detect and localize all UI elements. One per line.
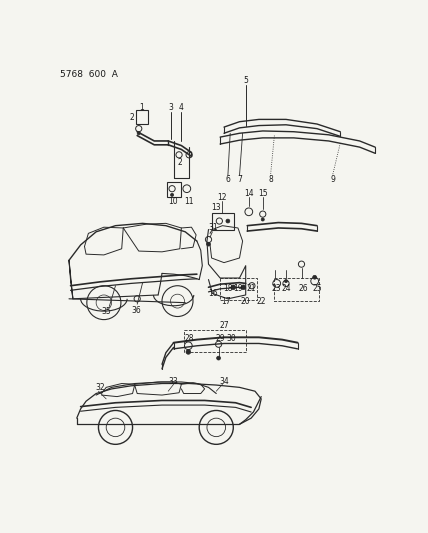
- Text: 10: 10: [168, 197, 178, 206]
- Text: 17: 17: [221, 297, 230, 305]
- Circle shape: [313, 276, 317, 279]
- Text: 3: 3: [169, 103, 174, 112]
- Text: 31: 31: [208, 223, 218, 232]
- Text: 8: 8: [268, 175, 273, 184]
- Text: 13: 13: [211, 204, 221, 213]
- Text: 5768  600  A: 5768 600 A: [59, 70, 118, 79]
- Text: 30: 30: [227, 334, 237, 343]
- Circle shape: [217, 356, 220, 360]
- Text: 18: 18: [223, 284, 233, 293]
- Circle shape: [137, 132, 140, 135]
- Text: 21: 21: [247, 284, 256, 293]
- Text: 25: 25: [312, 284, 322, 293]
- Circle shape: [226, 219, 230, 223]
- Text: 36: 36: [131, 306, 141, 315]
- Circle shape: [231, 285, 236, 289]
- Text: 27: 27: [219, 321, 229, 330]
- Bar: [220, 278, 257, 300]
- Text: 9: 9: [330, 175, 335, 184]
- Text: 1: 1: [140, 103, 144, 112]
- Text: 4: 4: [179, 103, 184, 112]
- Bar: [212, 213, 234, 230]
- Circle shape: [241, 285, 246, 289]
- Text: 16: 16: [208, 289, 218, 298]
- Text: 11: 11: [184, 197, 194, 206]
- Text: 26: 26: [298, 284, 308, 293]
- Text: 15: 15: [258, 189, 268, 198]
- Bar: [274, 278, 319, 301]
- Text: 2: 2: [178, 158, 182, 167]
- Text: 29: 29: [215, 334, 225, 343]
- Circle shape: [285, 280, 288, 282]
- Text: 12: 12: [218, 192, 227, 201]
- Text: 6: 6: [226, 175, 230, 184]
- Circle shape: [186, 350, 191, 354]
- Circle shape: [261, 218, 265, 221]
- Text: 23: 23: [272, 284, 282, 293]
- Text: 2: 2: [129, 112, 134, 122]
- Text: 33: 33: [169, 377, 178, 386]
- Text: 28: 28: [184, 334, 194, 343]
- Circle shape: [170, 193, 174, 196]
- Text: 20: 20: [241, 297, 250, 305]
- Text: 14: 14: [244, 189, 254, 198]
- Bar: [184, 330, 246, 352]
- Bar: [136, 110, 148, 124]
- Bar: [167, 182, 181, 197]
- Text: 7: 7: [237, 175, 242, 184]
- Text: 22: 22: [256, 297, 266, 305]
- Text: 5: 5: [243, 76, 248, 85]
- Text: 34: 34: [219, 377, 229, 386]
- Text: 35: 35: [101, 308, 111, 317]
- Circle shape: [207, 242, 211, 246]
- Text: 32: 32: [95, 383, 105, 392]
- Text: 24: 24: [281, 284, 291, 293]
- Text: 19: 19: [233, 284, 243, 293]
